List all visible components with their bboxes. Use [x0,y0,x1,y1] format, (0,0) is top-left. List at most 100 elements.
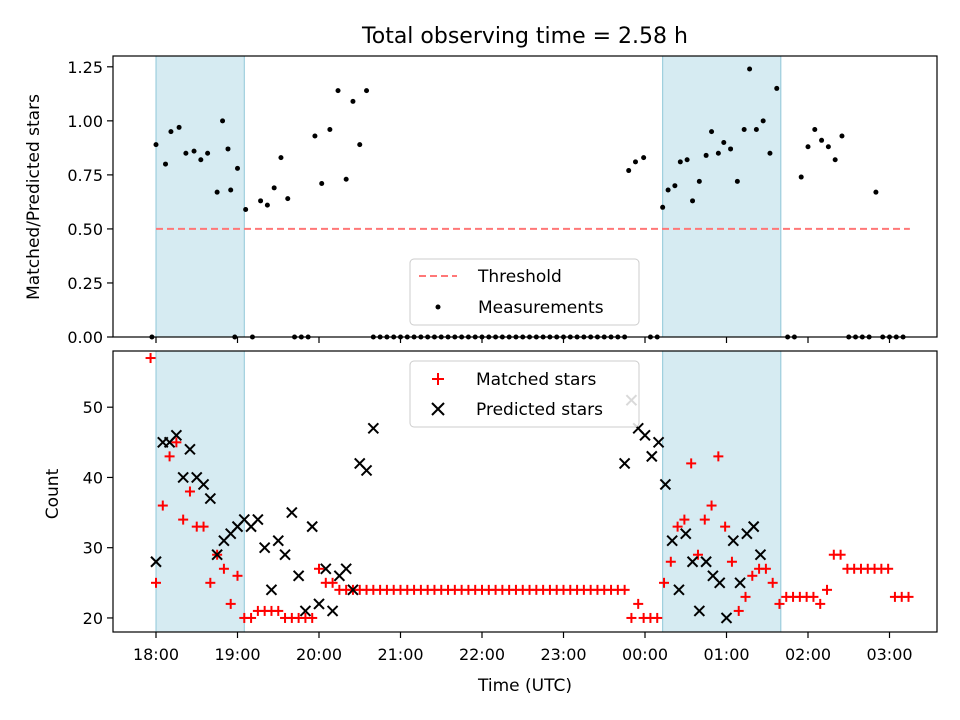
matched-star-point [157,500,168,511]
legend-frame [409,258,640,326]
predicted-star-point [306,520,318,533]
matched-star-point [665,556,676,567]
top-plot-frame [112,55,938,338]
matched-star-point [815,598,826,609]
measurement-point [812,126,818,132]
legend-frame [409,360,640,428]
matched-star-point [903,591,914,602]
predicted-star-point [272,534,284,547]
x-tick-label: 18:00 [133,645,179,664]
predicted-star-point [666,534,678,547]
measurement-point [258,198,264,204]
matched-star-point [145,353,156,364]
measurement-point [825,144,831,150]
measurement-point [703,152,709,158]
measurement-point [228,187,234,193]
matched-star-point [699,514,710,525]
predicted-star-point [313,598,325,610]
predicted-star-point [680,527,692,540]
measurement-point [728,146,734,152]
predicted-star-point [367,422,380,434]
predicted-star-point [320,563,332,575]
matched-star-point [314,563,324,574]
predicted-star-point [299,605,312,617]
y-tick-label: 20 [83,609,103,628]
x-tick-label: 20:00 [296,645,342,664]
predicted-star-point [252,513,264,526]
predicted-star-point [258,541,271,554]
measurement-point [672,183,678,189]
matched-star-point [733,605,744,616]
predicted-stars-series [150,394,767,624]
legend-label-threshold: Threshold [477,267,562,287]
legend-label-predicted: Predicted stars [476,400,603,420]
measurement-point [153,142,159,148]
x-tick-label: 22:00 [459,645,505,664]
predicted-star-point [754,549,767,561]
predicted-legend-swatch [431,402,445,416]
measurement-point [873,189,879,195]
measurement-point [741,126,747,132]
top-x-ticks [155,337,891,343]
measurement-point [312,133,318,139]
predicted-star-point [204,492,217,505]
matched-star-point [713,451,724,462]
y-tick-label: 40 [83,468,103,487]
bottom-plot-frame [112,350,938,633]
measurement-point [278,155,284,161]
top-y-axis-label: Matched/Predicted stars [24,94,44,300]
predicted-star-point [747,520,760,533]
measurement-point [271,185,277,191]
measurement-point [832,157,838,163]
y-tick-label: 50 [83,398,103,417]
x-tick-label: 02:00 [785,645,831,664]
measurement-point [243,206,249,212]
predicted-star-point [211,549,223,561]
bottom-x-ticks: 18:00 19:00 20:00 21:00 22:00 23:00 00:00 01:00… [133,632,913,664]
predicted-star-point [714,577,726,589]
measurement-point [805,144,811,150]
measurement-point [709,129,715,135]
bottom-y-axis-label: Count [43,468,63,519]
predicted-star-point [618,457,631,470]
predicted-star-point [686,556,699,568]
matched-star-point [740,591,751,602]
x-tick-label: 01:00 [703,645,749,664]
top-panel: Total observing time = 2.58 h 0.000.250.… [24,24,938,347]
measurement-point [715,150,721,156]
predicted-star-point [652,436,665,449]
matched-star-point [626,612,637,623]
measurement-point [343,176,349,182]
measurement-point [327,126,333,132]
measurement-point [214,189,220,195]
x-tick-label: 23:00 [540,645,586,664]
predicted-star-point [639,429,651,442]
y-tick-label: 1.00 [67,112,103,131]
shaded-interval-2 [662,55,782,338]
predicted-star-point [734,577,746,589]
matched-star-point [686,458,697,469]
predicted-star-point [265,584,278,596]
shaded-interval-1 [155,350,245,633]
measurement-point [191,148,197,154]
matched-star-point [720,521,731,532]
measurement-point [839,133,845,139]
matched-star-point [246,612,257,623]
legend-label-matched: Matched stars [476,370,596,390]
matched-star-point [679,514,690,525]
matched-star-point [232,570,243,581]
x-axis-label: Time (UTC) [477,676,572,696]
predicted-star-point [177,471,189,484]
measurement-point [626,168,632,174]
bottom-panel: 20 30 40 50 18:00 19:00 20:00 21:00 22:00 23:00 0… [43,350,938,696]
measurement-point [819,137,825,143]
measurement-point [690,198,696,204]
measurement-point [660,204,666,210]
measurement-point [235,165,240,171]
measurement-point [798,174,804,180]
matched-star-point [760,563,771,574]
matched-star-point [672,521,683,532]
y-tick-label: 1.25 [67,58,103,77]
